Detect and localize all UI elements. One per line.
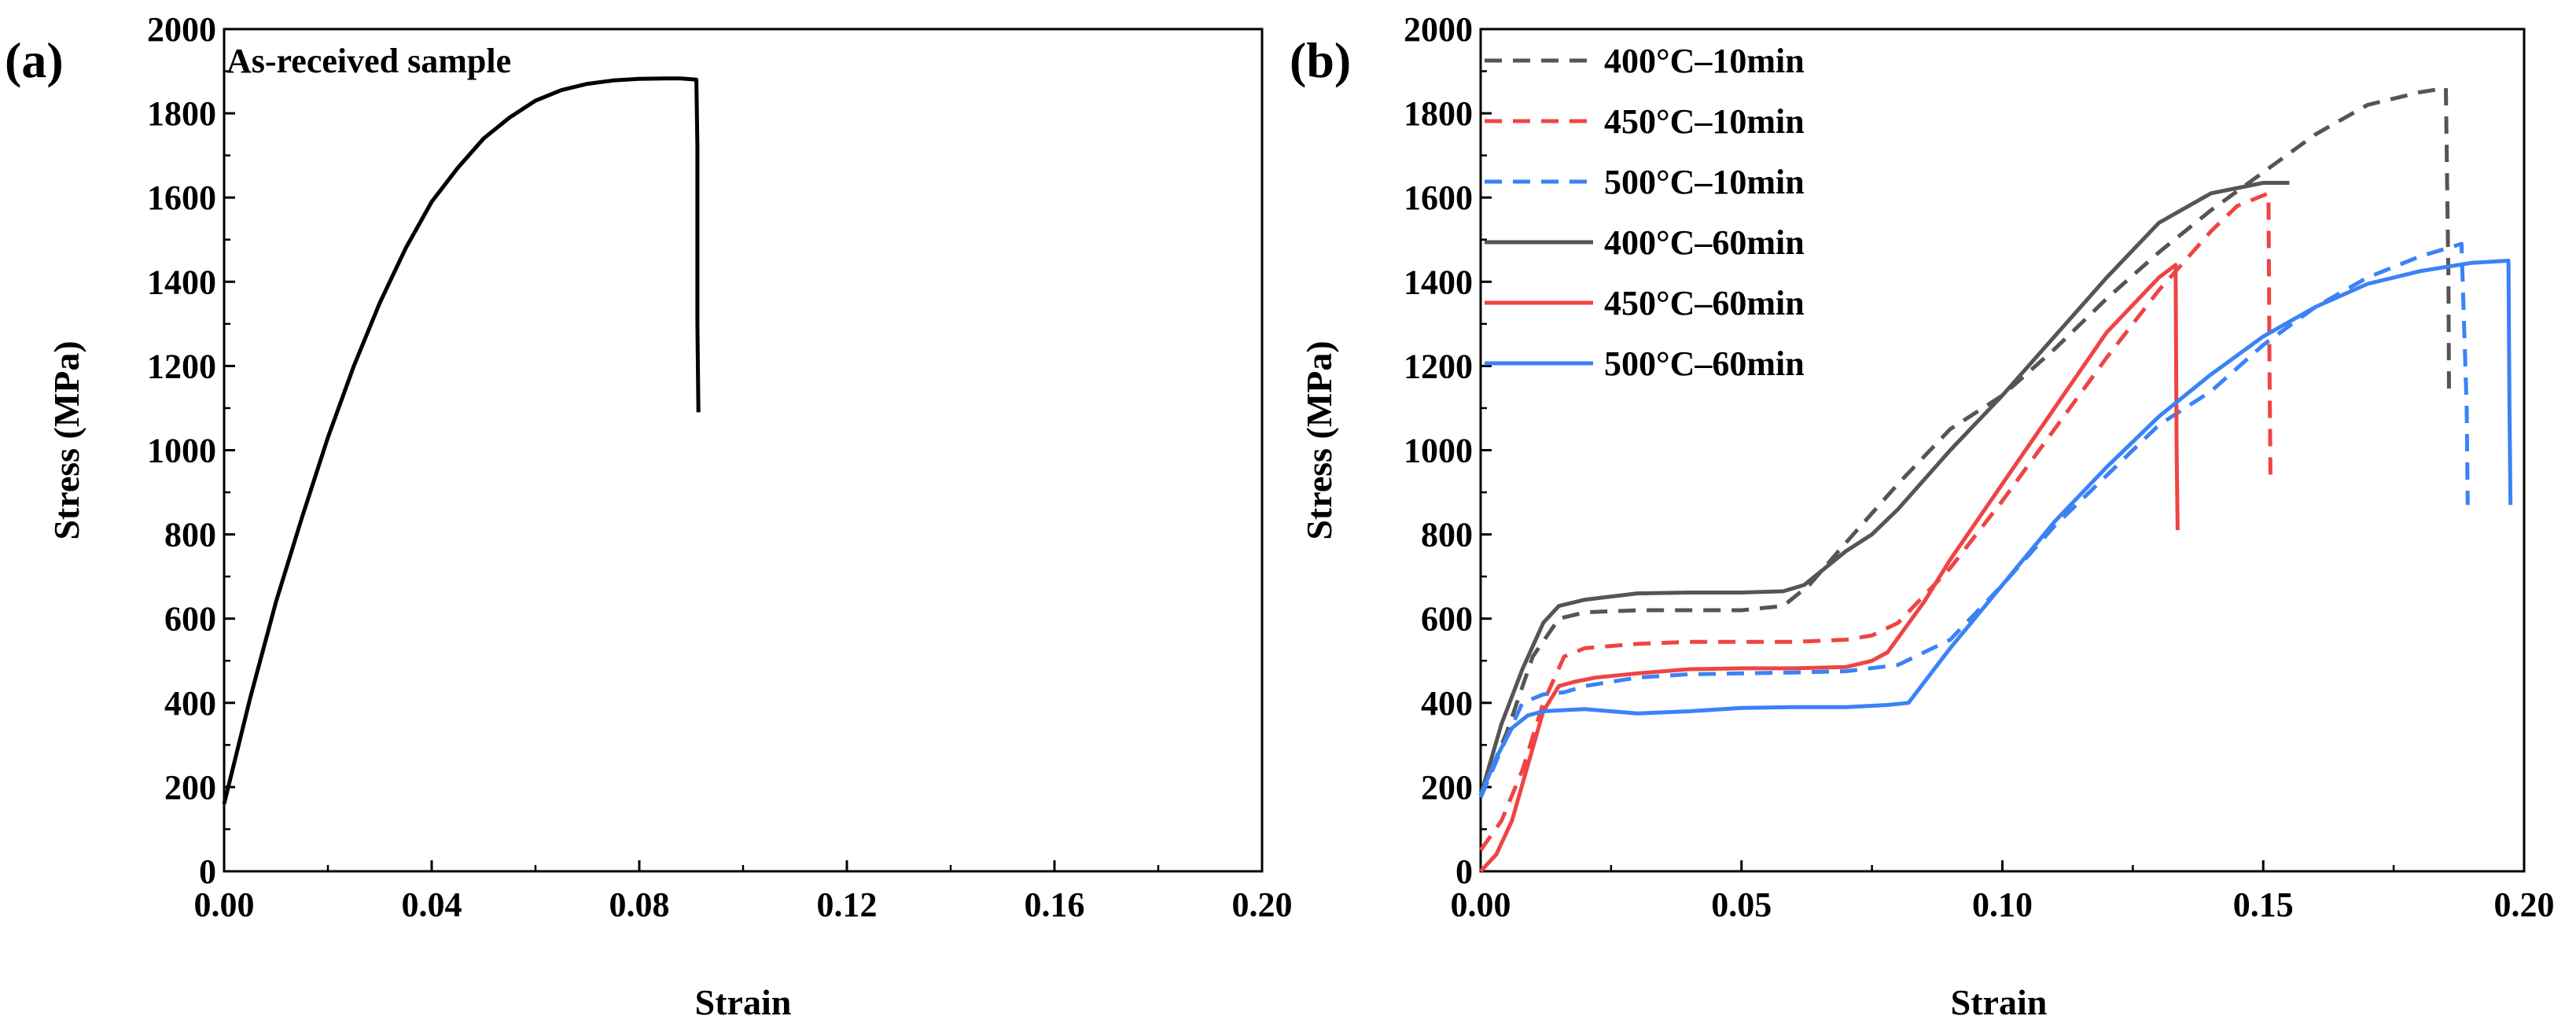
panel-a-x-tick-label: 0.12 [817,885,878,924]
panel-b-y-tick-label: 200 [1421,768,1473,807]
panel-a-x-tick-label: 0.04 [402,885,462,924]
panel-b-series-line-2 [1478,191,2272,852]
panel-b-y-tick-label: 1200 [1404,347,1473,385]
panel-b-x-tick-label: 0.20 [2494,885,2555,924]
panel-b-x-axis-title: Strain [1951,982,2048,1022]
panel-a-y-tick-label: 1000 [147,432,216,470]
panel-b-y-tick-label: 0 [1455,852,1473,891]
panel-b-series-line-5 [1479,263,2180,873]
panel-b-y-axis-title: Stress (MPa) [1299,340,1339,539]
panel-a-y-axis-title: Stress (MPa) [46,340,86,539]
panel-b-series-line-6 [1478,259,2513,797]
panel-a-tag: (a) [5,32,64,88]
legend-label-2: 450°C–10min [1604,102,1805,141]
panel-a-y-tick-label: 400 [164,684,216,723]
panel-b-series-line-1 [1478,86,2451,797]
panel-a-y-tick-label: 200 [164,768,216,807]
legend-label-1: 400°C–10min [1604,42,1805,80]
panel-a-y-tick-label: 2000 [147,10,216,49]
panel-b-series-line-3 [1478,241,2470,799]
panel-b-y-tick-label: 1400 [1404,263,1473,301]
panel-a-y-tick-label: 1600 [147,179,216,217]
panel-a-plot: 0 200 400 600 800 1000 1200 1400 1600 1800 2000 0.0… [147,10,1293,924]
panel-b-y-tick-label: 800 [1421,516,1473,554]
panel-b-x-tick-label: 0.05 [1711,885,1772,924]
panel-a-x-tick-label: 0.20 [1232,885,1293,924]
panel-b-plot: 0 200 400 600 800 1000 1200 1400 1600 1800 2000 0.0… [1404,10,2555,924]
panel-b-series-line-4 [1478,181,2290,797]
panel-a-x-axis-title: Strain [695,982,792,1022]
panel-a-y-tick-label: 0 [199,852,216,891]
panel-b-x-tick-label: 0.00 [1451,885,1511,924]
panel-b-y-tick-label: 400 [1421,684,1473,723]
panel-b-y-tick-label: 600 [1421,600,1473,639]
panel-a-y-tick-label: 1800 [147,94,216,133]
panel-a-y-tick-label: 1400 [147,263,216,301]
panel-a-x-tick-label: 0.00 [194,885,255,924]
legend-label-3: 500°C–10min [1604,163,1805,201]
panel-b-y-tick-label: 1800 [1404,94,1473,133]
panel-b-y-tick-label: 1000 [1404,432,1473,470]
panel-a-y-tick-label: 800 [164,516,216,554]
panel-a-series-line-1 [222,76,701,804]
panel-b-x-tick-label: 0.15 [2233,885,2294,924]
panel-b-y-tick-label: 2000 [1404,10,1473,49]
panel-a-y-tick-label: 600 [164,600,216,639]
panel-a-y-tick-label: 1200 [147,347,216,385]
panel-b-y-tick-label: 1600 [1404,179,1473,217]
panel-a-x-tick-label: 0.08 [609,885,670,924]
panel-b-x-tick-label: 0.10 [1972,885,2033,924]
legend-label-5: 450°C–60min [1604,284,1805,322]
panel-a-annotation: As-received sample [226,42,511,80]
panel-a-x-tick-label: 0.16 [1025,885,1085,924]
legend-label-4: 400°C–60min [1604,223,1805,262]
panel-b-tag: (b) [1290,32,1351,88]
legend-label-6: 500°C–60min [1604,344,1805,383]
